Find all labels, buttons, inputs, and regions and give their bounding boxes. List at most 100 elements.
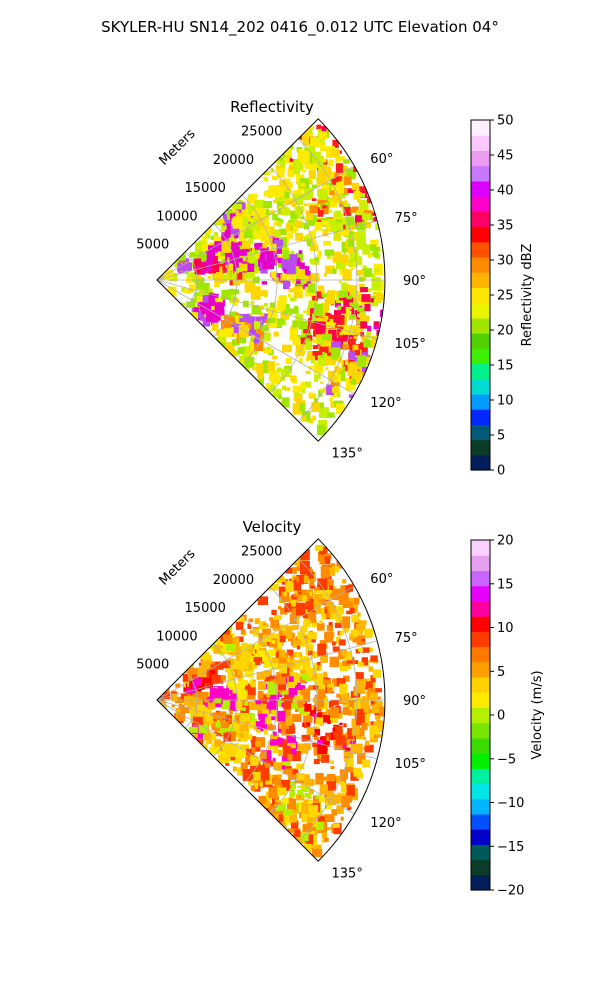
echo-cell: [308, 685, 316, 691]
echo-cell: [343, 723, 347, 728]
echo-cell: [239, 359, 250, 373]
echo-cell: [302, 310, 308, 314]
echo-cell: [348, 394, 355, 398]
echo-cell: [238, 262, 242, 265]
echo-cell: [181, 706, 189, 713]
echo-cell: [321, 839, 326, 843]
echo-cell: [325, 197, 332, 202]
echo-cell: [287, 293, 292, 298]
echo-cell: [239, 355, 250, 362]
echo-cell: [347, 188, 354, 193]
echo-cell: [286, 649, 294, 656]
echo-cell: [233, 661, 242, 670]
echo-cell: [316, 254, 322, 259]
echo-cell: [231, 339, 240, 346]
echo-cell: [342, 194, 346, 198]
echo-cell: [263, 729, 268, 735]
echo-cell: [207, 276, 212, 279]
echo-cell: [350, 314, 356, 319]
colorbar-swatch: [471, 317, 490, 334]
figure-suptitle: SKYLER-HU SN14_202 0416_0.012 UTC Elevat…: [101, 18, 499, 37]
echo-cell: [353, 336, 358, 339]
echo-cell: [226, 208, 235, 217]
echo-cell: [268, 684, 278, 695]
echo-cell: [280, 607, 288, 615]
echo-cell: [262, 368, 269, 373]
echo-cell: [214, 298, 223, 306]
echo-cell: [304, 743, 312, 751]
echo-cell: [361, 713, 370, 724]
echo-cell: [343, 206, 352, 216]
echo-cell: [318, 250, 322, 256]
echo-cell: [291, 273, 300, 284]
colorbar-swatch: [471, 363, 490, 380]
echo-cell: [282, 761, 291, 769]
echo-cell: [252, 210, 256, 215]
echo-cell: [383, 198, 385, 203]
echo-cell: [192, 683, 202, 690]
echo-cell: [269, 302, 276, 309]
range-tick-label: 25000: [241, 545, 282, 560]
reflectivity-panel: Reflectivity 5000 10000 15000 20000 25000 60…: [136, 98, 535, 479]
echo-cell: [291, 784, 295, 787]
echo-cell: [272, 758, 276, 762]
echo-cell: [293, 194, 304, 205]
echo-cell: [334, 622, 343, 628]
echo-cell: [262, 201, 272, 208]
echo-cell: [381, 721, 385, 726]
echo-cell: [280, 368, 291, 378]
echo-cell: [190, 298, 197, 302]
echo-cell: [318, 599, 326, 604]
echo-cell: [343, 159, 350, 164]
echo-cell: [249, 258, 258, 269]
echo-cell: [374, 714, 381, 720]
echo-cell: [351, 233, 356, 238]
echo-cell: [244, 754, 254, 763]
echo-cell: [283, 591, 287, 597]
echo-cell: [395, 245, 400, 251]
echo-cell: [331, 809, 337, 816]
echo-cell: [360, 699, 370, 709]
echo-cell: [249, 717, 255, 722]
echo-cell: [346, 610, 352, 615]
echo-cell: [215, 661, 224, 670]
echo-cell: [344, 764, 354, 773]
echo-cell: [370, 298, 374, 303]
echo-cell: [277, 318, 285, 326]
echo-cell: [353, 190, 360, 200]
echo-cell: [351, 334, 356, 338]
echo-cell: [188, 693, 194, 698]
echo-cell: [254, 231, 263, 239]
echo-cell: [325, 732, 334, 741]
echo-cell: [365, 288, 372, 293]
echo-cell: [261, 281, 267, 285]
echo-cell: [287, 158, 293, 163]
echo-cell: [218, 266, 223, 273]
reflectivity-range-label: Meters: [157, 126, 199, 168]
echo-cell: [289, 329, 298, 341]
echo-cell: [282, 207, 289, 216]
echo-cell: [358, 163, 368, 175]
echo-cell: [330, 760, 334, 764]
echo-cell: [328, 563, 334, 568]
echo-cell: [203, 674, 212, 683]
echo-cell: [342, 269, 352, 281]
echo-cell: [330, 593, 335, 599]
echo-cell: [285, 186, 290, 192]
echo-cell: [250, 785, 256, 791]
echo-cell: [321, 754, 330, 763]
echo-cell: [249, 681, 256, 688]
colorbar-swatch: [471, 424, 490, 441]
echo-cell: [229, 685, 238, 696]
colorbar-swatch: [471, 211, 490, 228]
echo-cell: [270, 254, 277, 263]
echo-cell: [297, 157, 302, 161]
echo-cell: [310, 830, 315, 834]
echo-cell: [230, 693, 238, 701]
echo-cell: [331, 391, 338, 397]
echo-cell: [233, 258, 243, 270]
echo-cell: [323, 776, 328, 780]
echo-cell: [343, 325, 353, 335]
echo-cell: [221, 240, 232, 253]
echo-cell: [211, 262, 220, 272]
